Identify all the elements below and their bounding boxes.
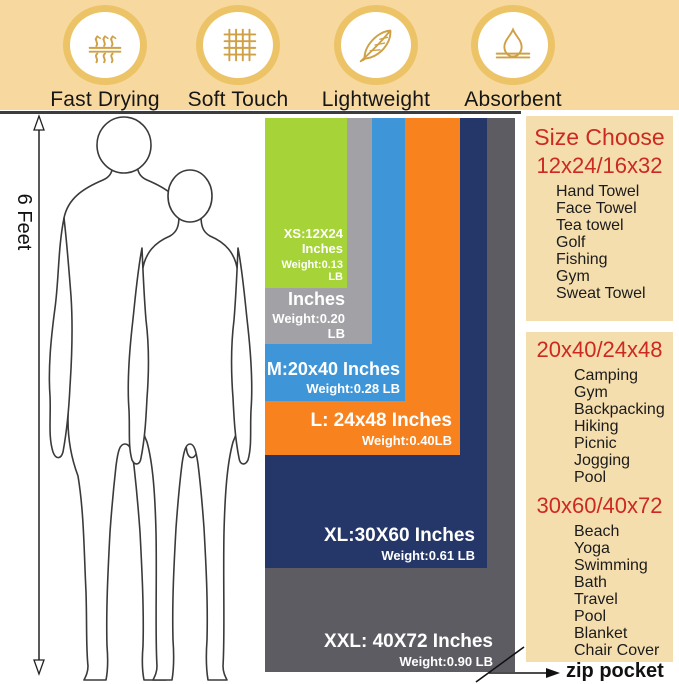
human-silhouettes (48, 116, 253, 681)
list-item: Face Towel (556, 200, 637, 217)
list-item: Pool (574, 469, 607, 486)
list-item: Jogging (574, 452, 631, 469)
zip-pocket-label: zip pocket (566, 660, 664, 682)
size-weight: Weight:0.40LB (361, 433, 452, 449)
size-label: XL:30X60 Inches (323, 525, 475, 547)
size-guide-panel-medium: 20x40/24x48 Camping Gym Backpacking Hiki… (526, 332, 673, 490)
list-item: Fishing (556, 251, 608, 268)
list-item: Picnic (574, 435, 617, 452)
size-guide-panel-small: Size Choose 12x24/16x32 Hand Towel Face … (526, 116, 673, 321)
size-weight: Weight:0.20 LB (272, 311, 345, 342)
size-weight: Weight:0.28 LB (306, 381, 400, 397)
size-group-items: Hand Towel Face Towel Tea towel Golf Fis… (526, 183, 673, 302)
list-item: Yoga (574, 540, 610, 557)
size-weight: Weight:0.61 LB (381, 548, 475, 564)
size-weight: Weight:0.90 LB (399, 654, 493, 670)
list-item: Golf (556, 234, 586, 251)
list-item: Blanket (574, 625, 628, 642)
list-item: Backpacking (574, 401, 665, 418)
list-item: Hand Towel (556, 183, 640, 200)
list-item: Bath (574, 574, 607, 591)
feature-band: Fast Drying Soft Touch Lightweight (0, 0, 679, 112)
size-label: M:20x40 Inches (266, 359, 400, 380)
feather-icon (334, 5, 418, 85)
list-item: Tea towel (556, 217, 624, 234)
feature-label: Absorbent (464, 88, 562, 111)
band-divider (0, 111, 521, 114)
feature-label: Lightweight (321, 88, 431, 111)
list-item: Beach (574, 523, 620, 540)
list-item: Gym (574, 384, 608, 401)
list-item: Travel (574, 591, 618, 608)
feature-label: Fast Drying (50, 88, 160, 111)
list-item: Pool (574, 608, 607, 625)
feature-lightweight: Lightweight (306, 5, 446, 112)
size-label: XXL: 40X72 Inches (324, 631, 493, 653)
water-drop-icon (471, 5, 555, 85)
six-feet-arrow (33, 114, 45, 676)
list-item: Sweat Towel (556, 285, 646, 302)
list-item: Chair Cover (574, 642, 660, 659)
size-group-heading: 12x24/16x32 (536, 153, 663, 178)
size-label: XS:12X24 Inches (283, 225, 343, 256)
list-item: Camping (574, 367, 639, 384)
feature-label: Soft Touch (187, 88, 289, 111)
size-rect-xs: XS:12X24 Inches Weight:0.13 LB (265, 118, 347, 288)
size-group-heading: 20x40/24x48 (536, 337, 663, 362)
size-weight: Weight:0.13 LB (281, 258, 343, 284)
list-item: Hiking (574, 418, 619, 435)
size-guide-title: Size Choose (534, 124, 665, 150)
steam-arrows-icon (63, 5, 147, 85)
size-group-items: Beach Yoga Swimming Bath Travel Pool Bla… (526, 523, 673, 659)
list-item: Swimming (574, 557, 648, 574)
size-label: L: 24x48 Inches (310, 410, 452, 432)
mesh-grid-icon (196, 5, 280, 85)
feature-absorbent: Absorbent (443, 5, 583, 112)
size-guide-panel-large: 30x60/40x72 Beach Yoga Swimming Bath Tra… (526, 490, 673, 662)
size-group-items: Camping Gym Backpacking Hiking Picnic Jo… (526, 367, 673, 486)
list-item: Gym (556, 268, 590, 285)
size-group-heading: 30x60/40x72 (536, 493, 663, 518)
feature-soft-touch: Soft Touch (168, 5, 308, 112)
feature-fast-drying: Fast Drying (35, 5, 175, 112)
woman-silhouette (127, 169, 253, 681)
